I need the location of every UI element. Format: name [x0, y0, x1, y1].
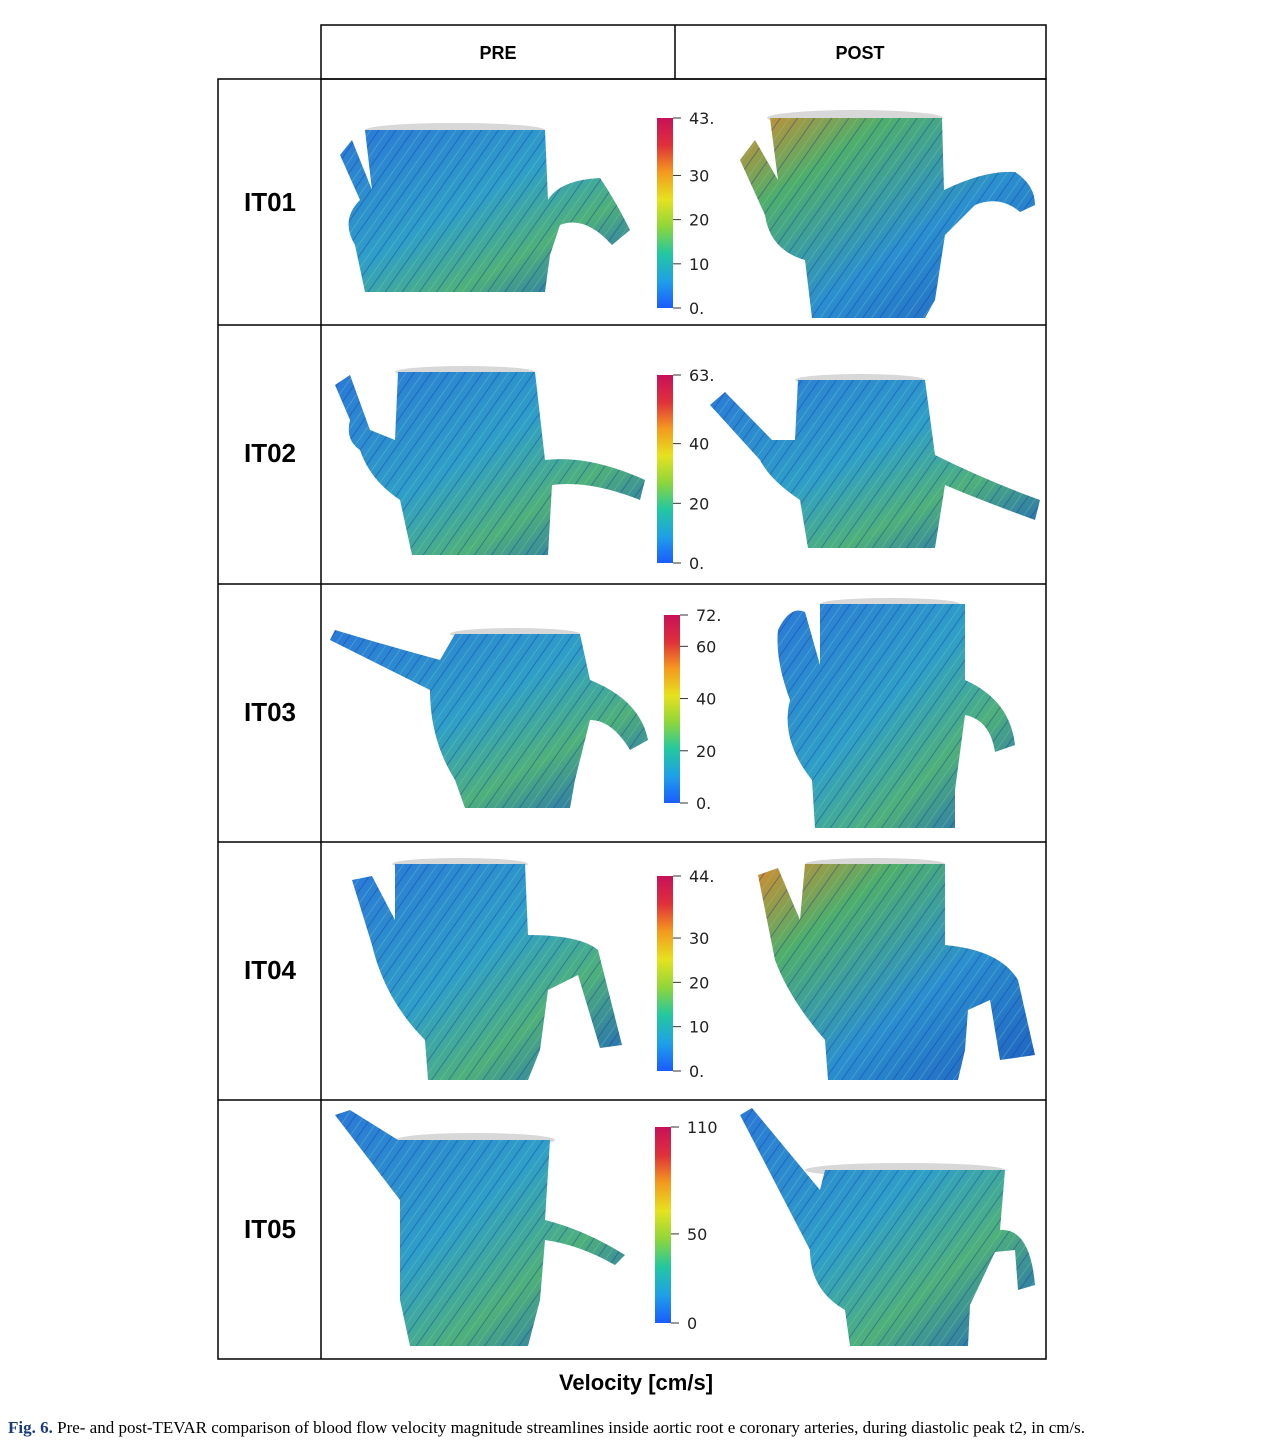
- table-header: PRE POST: [321, 25, 1046, 79]
- aorta-model-it05-post: [740, 1108, 1035, 1346]
- colorbar-tick-label: 60: [696, 637, 716, 656]
- colorbar-tick-label: 0.: [689, 554, 704, 573]
- colorbar-tick-label: 44.: [689, 867, 714, 886]
- colorbar-tick-label: 43.: [689, 109, 714, 128]
- colorbar-tick-label: 30: [689, 166, 709, 185]
- aorta-model-it05-pre: [335, 1110, 625, 1346]
- colorbar-tick-label: 40: [696, 690, 716, 709]
- colorbar-it04: 44. 30 20 10 0.: [657, 867, 714, 1081]
- colorbar-tick-label: 110: [687, 1118, 718, 1137]
- aorta-model-it03-post: [778, 598, 1016, 828]
- row-label-it05: IT05: [244, 1214, 296, 1244]
- colorbar-tick-label: 20: [689, 973, 709, 992]
- aorta-model-it01-post: [740, 110, 1035, 318]
- colorbar-gradient: [655, 1127, 671, 1323]
- colorbar-tick-label: 10: [689, 1018, 709, 1037]
- aorta-model-it04-post: [758, 858, 1035, 1080]
- colorbar-tick-label: 63.: [689, 366, 714, 385]
- colorbar-it03: 72. 60 40 20 0.: [664, 606, 721, 813]
- caption-label: Fig. 6.: [8, 1418, 53, 1437]
- caption-text: Pre- and post-TEVAR comparison of blood …: [57, 1418, 1085, 1437]
- colorbar-tick-label: 0.: [689, 1062, 704, 1081]
- row-label-it03: IT03: [244, 697, 296, 727]
- aorta-model-it03-pre: [330, 628, 648, 808]
- aorta-model-it04-pre: [352, 858, 622, 1080]
- column-header-post: POST: [835, 43, 884, 63]
- column-header-pre: PRE: [479, 43, 516, 63]
- colorbar-tick-label: 0: [687, 1314, 697, 1333]
- colorbar-tick-label: 20: [689, 494, 709, 513]
- colorbar-tick-label: 0.: [689, 299, 704, 318]
- colorbar-tick-label: 0.: [696, 794, 711, 813]
- colorbar-tick-label: 20: [696, 742, 716, 761]
- velocity-axis-title: Velocity [cm/s]: [0, 1370, 1272, 1396]
- row-label-it01: IT01: [244, 187, 296, 217]
- colorbar-tick-label: 30: [689, 929, 709, 948]
- colorbar-tick-label: 20: [689, 211, 709, 230]
- colorbar-it01: 43. 30 20 10 0.: [657, 109, 714, 318]
- figure-caption: Fig. 6. Pre- and post-TEVAR comparison o…: [8, 1418, 1264, 1438]
- colorbar-tick-label: 72.: [696, 606, 721, 625]
- aorta-model-it02-pre: [335, 366, 645, 555]
- row-label-it04: IT04: [244, 955, 297, 985]
- colorbar-tick-label: 10: [689, 255, 709, 274]
- colorbar-gradient: [657, 118, 673, 308]
- colorbar-tick-label: 50: [687, 1225, 707, 1244]
- row-label-it02: IT02: [244, 438, 296, 468]
- colorbar-gradient: [657, 876, 673, 1071]
- aorta-model-it01-pre: [340, 123, 630, 292]
- colorbar-gradient: [664, 615, 680, 803]
- aorta-model-it02-post: [710, 374, 1040, 548]
- colorbar-it02: 63. 40 20 0.: [657, 366, 714, 573]
- colorbar-it05: 110 50 0: [655, 1118, 718, 1333]
- colorbar-tick-label: 40: [689, 435, 709, 454]
- colorbar-gradient: [657, 375, 673, 563]
